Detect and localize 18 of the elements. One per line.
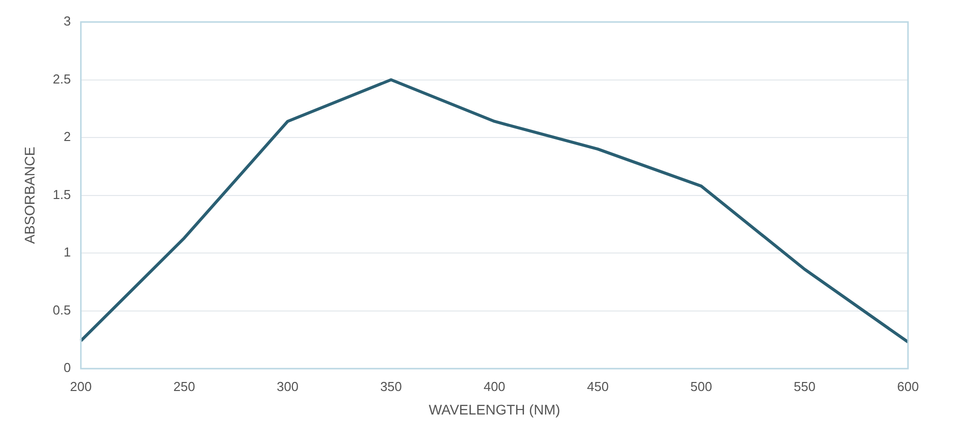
x-axis-title: WAVELENGTH (NM) xyxy=(428,401,560,418)
x-tick-label: 350 xyxy=(380,378,402,394)
y-tick-label: 0.5 xyxy=(52,302,71,318)
y-tick-label: 1.5 xyxy=(52,186,71,202)
y-tick-label: 3 xyxy=(64,14,71,29)
x-tick-label: 500 xyxy=(690,378,712,394)
x-tick-label: 450 xyxy=(586,378,609,394)
y-tick-label: 2 xyxy=(64,129,71,144)
y-tick-label: 1 xyxy=(64,244,71,260)
x-tick-label: 300 xyxy=(276,378,299,394)
x-tick-label: 600 xyxy=(897,378,919,394)
x-tick-label: 400 xyxy=(484,378,506,394)
y-tick-label: 0 xyxy=(64,360,71,376)
x-tick-label: 550 xyxy=(794,378,816,394)
y-axis-title: ABSORBANCE xyxy=(21,146,38,244)
x-tick-label: 200 xyxy=(70,378,92,394)
x-tick-label: 250 xyxy=(173,378,196,394)
y-tick-label: 2.5 xyxy=(52,71,71,86)
